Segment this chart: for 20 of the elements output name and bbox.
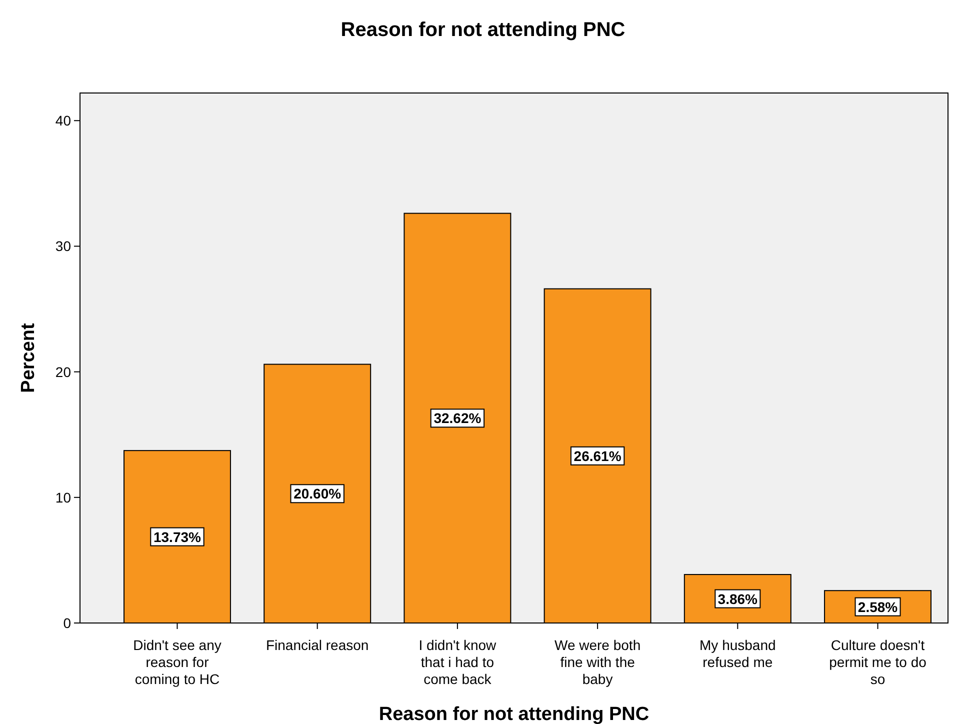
x-tick-label: Didn't see any reason for coming to HC: [133, 637, 222, 687]
data-label: 2.58%: [858, 598, 898, 615]
data-label: 26.61%: [574, 448, 622, 464]
y-tick-label: 30: [55, 238, 72, 254]
x-tick-label: My husband refused me: [700, 637, 776, 670]
x-tick-label: I didn't know that i had to come back: [418, 637, 498, 687]
y-tick-label: 0: [63, 615, 72, 631]
y-tick-label: 10: [55, 489, 72, 506]
data-label: 20.60%: [294, 486, 342, 502]
data-label: 32.62%: [434, 410, 482, 426]
data-label: 3.86%: [718, 590, 758, 607]
chart-title: Reason for not attending PNC: [340, 19, 626, 41]
x-tick-label: Financial reason: [266, 637, 369, 653]
y-axis-title: Percent: [18, 322, 39, 393]
x-tick-label: Culture doesn't permit me to do so: [829, 637, 927, 687]
y-tick-label: 20: [55, 364, 72, 380]
data-label: 13.73%: [153, 528, 202, 545]
x-tick-label: We were both fine with the baby: [554, 637, 641, 687]
x-axis-title: Reason for not attending PNC: [378, 704, 650, 724]
y-tick-label: 40: [55, 112, 72, 129]
